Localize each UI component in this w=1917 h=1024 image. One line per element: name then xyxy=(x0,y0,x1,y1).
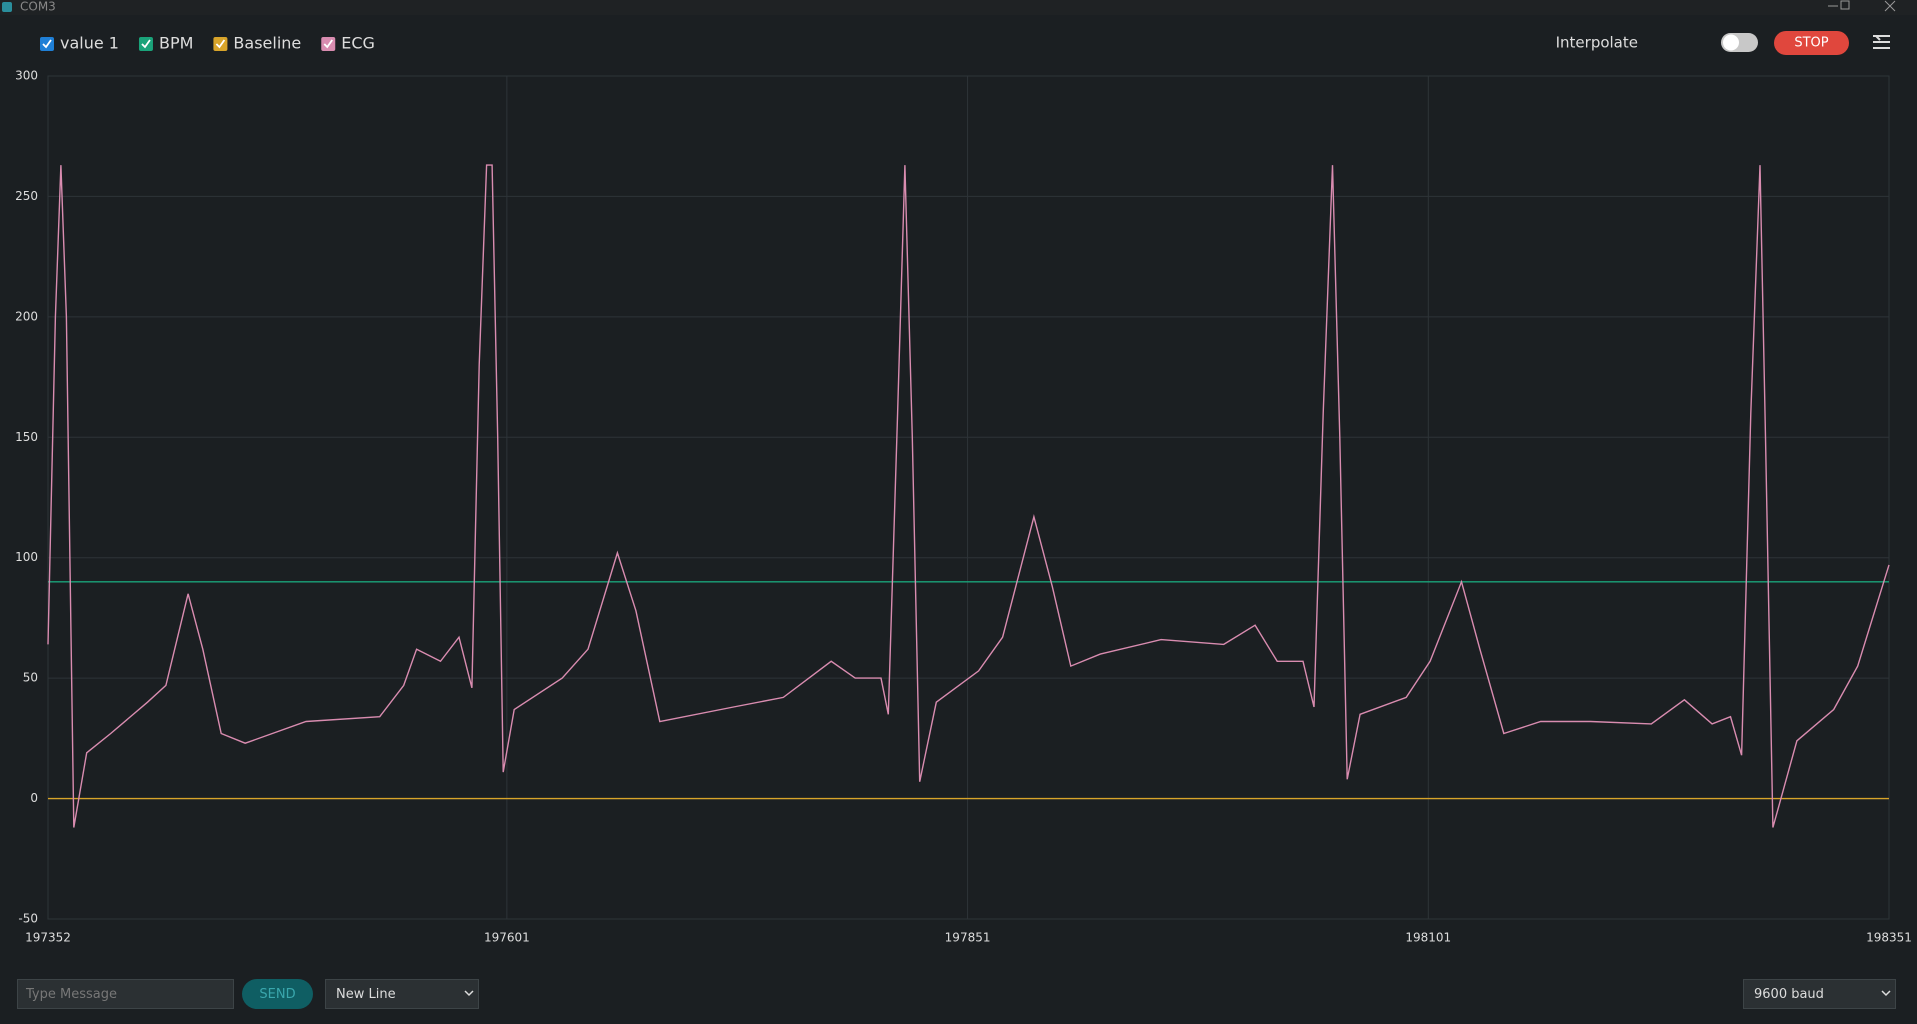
x-tick-label: 197352 xyxy=(25,931,71,945)
legend-label: Baseline xyxy=(233,34,301,53)
legend-label: BPM xyxy=(159,34,193,53)
stop-label: STOP xyxy=(1794,36,1828,51)
legend-label: ECG xyxy=(341,34,375,53)
legend-item[interactable]: Baseline xyxy=(213,34,301,53)
legend-label: value 1 xyxy=(60,34,119,53)
y-tick-label: 250 xyxy=(15,189,38,203)
y-tick-label: 200 xyxy=(15,309,38,323)
y-tick-label: 150 xyxy=(15,430,38,444)
check-mark xyxy=(323,39,333,49)
restore-button[interactable] xyxy=(1840,0,1850,10)
legend-checkbox xyxy=(213,37,228,51)
x-tick-label: 197851 xyxy=(945,931,991,945)
y-tick-label: 0 xyxy=(30,791,38,805)
message-input[interactable]: Type Message xyxy=(17,979,234,1009)
check-mark xyxy=(141,39,151,49)
check-mark xyxy=(215,39,226,49)
x-tick-label: 198351 xyxy=(1866,931,1912,945)
x-tick-label: 197601 xyxy=(484,931,530,945)
legend-item[interactable]: BPM xyxy=(138,34,193,53)
menu-button[interactable] xyxy=(1873,35,1890,49)
legend-item[interactable]: ECG xyxy=(321,34,375,53)
y-tick-label: 50 xyxy=(23,671,38,685)
stop-button[interactable] xyxy=(1774,31,1849,55)
y-tick-label: -50 xyxy=(18,912,38,926)
send-button[interactable]: SEND xyxy=(242,979,313,1009)
line-ending-select[interactable]: New Line xyxy=(325,979,479,1009)
interpolate-label: Interpolate xyxy=(1556,34,1638,52)
title-bar xyxy=(0,0,1917,15)
check-mark xyxy=(42,39,52,49)
y-tick-label: 100 xyxy=(15,550,38,564)
app-icon xyxy=(2,2,12,12)
toggle-knob xyxy=(1723,34,1739,51)
baud-select[interactable]: 9600 baud xyxy=(1743,979,1896,1009)
legend-item[interactable]: value 1 xyxy=(40,34,119,53)
x-tick-label: 198101 xyxy=(1405,931,1451,945)
plot-area xyxy=(47,75,1890,920)
legend-checkbox xyxy=(40,37,54,51)
series-line xyxy=(47,164,1890,828)
legend-checkbox xyxy=(138,37,153,51)
window-title: COM3 xyxy=(20,0,56,14)
baud-value: 9600 baud xyxy=(1754,986,1824,1002)
line-ending-value: New Line xyxy=(336,986,396,1002)
y-tick-label: 300 xyxy=(15,69,38,83)
legend-checkbox xyxy=(321,37,336,51)
close-button[interactable] xyxy=(1884,0,1896,12)
